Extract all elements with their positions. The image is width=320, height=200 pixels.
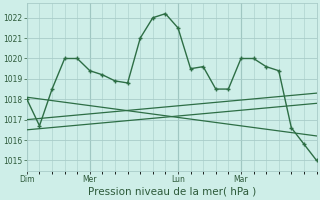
- X-axis label: Pression niveau de la mer( hPa ): Pression niveau de la mer( hPa ): [88, 187, 256, 197]
